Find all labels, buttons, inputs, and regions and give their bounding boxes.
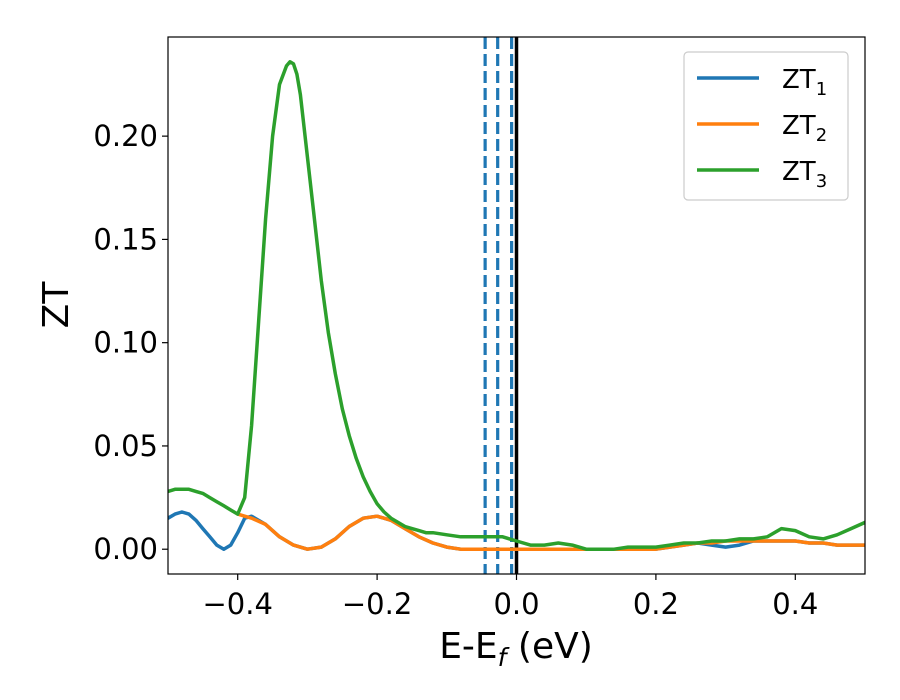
x-tick-label: −0.4	[202, 587, 272, 621]
legend-box	[683, 51, 849, 201]
y-tick-label: 0.20	[93, 119, 158, 153]
y-axis-title: ZT	[36, 281, 77, 329]
x-tick-label: 0.0	[493, 587, 539, 621]
legend-label-2: ZT2	[782, 111, 827, 146]
series-lines	[168, 60, 865, 551]
reference-lines	[483, 37, 519, 574]
series-line-2	[235, 512, 865, 551]
x-axis-title-main: E-E	[439, 626, 497, 667]
y-tick-label: 0.00	[93, 532, 158, 566]
x-axis-title: E-Ef (eV)	[439, 626, 593, 672]
x-tick-label: 0.2	[633, 587, 679, 621]
x-tick-label: −0.2	[342, 587, 412, 621]
y-tick-label: 0.05	[93, 429, 158, 463]
legend: ZT1 ZT2 ZT3	[683, 51, 849, 201]
legend-label-1: ZT1	[782, 65, 827, 100]
legend-label-3: ZT3	[782, 157, 827, 192]
y-axis: 0.00 0.05 0.10 0.15 0.20	[93, 119, 168, 566]
x-axis: −0.4 −0.2 0.0 0.2 0.4	[202, 574, 818, 621]
y-tick-label: 0.10	[93, 326, 158, 360]
x-axis-title-unit: (eV)	[506, 626, 592, 667]
x-tick-label: 0.4	[772, 587, 818, 621]
y-tick-label: 0.15	[93, 222, 158, 256]
series-line-3	[168, 60, 865, 551]
